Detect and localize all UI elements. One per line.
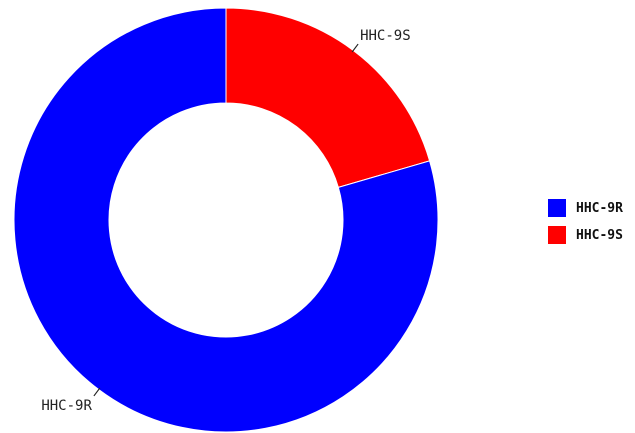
slice-hhc-9s[interactable] xyxy=(225,7,431,188)
slice-label-hhc-9r: HHC-9R xyxy=(41,398,92,414)
legend: HHC-9R HHC-9S xyxy=(548,198,623,252)
legend-swatch xyxy=(548,226,566,244)
slice-label-hhc-9s: HHC-9S xyxy=(360,28,411,44)
legend-item-hhc-9s[interactable]: HHC-9S xyxy=(548,225,623,245)
legend-label: HHC-9R xyxy=(576,200,623,216)
legend-label: HHC-9S xyxy=(576,227,623,243)
slice-hhc-9r[interactable] xyxy=(13,7,439,433)
leader-line xyxy=(93,387,101,397)
legend-swatch xyxy=(548,199,566,217)
legend-item-hhc-9r[interactable]: HHC-9R xyxy=(548,198,623,218)
leader-line xyxy=(351,43,359,53)
